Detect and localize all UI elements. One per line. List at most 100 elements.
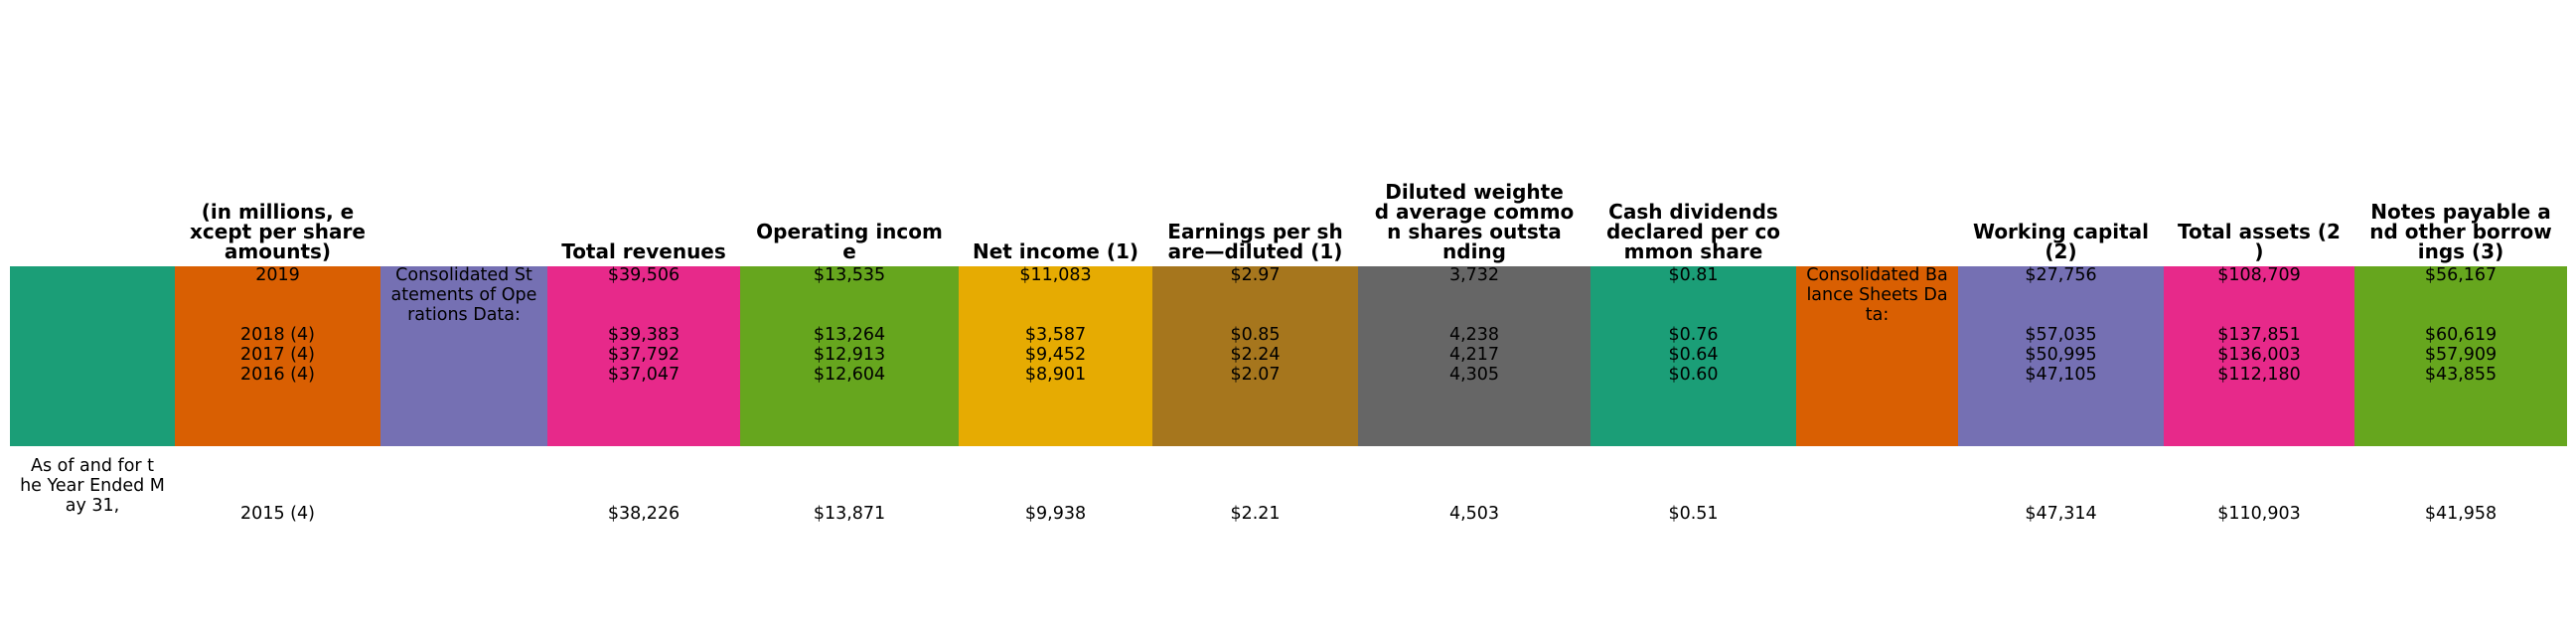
table-cell-4-1-1: $12,913 [814,345,885,365]
column-header-6-line-0: Earnings per sh [1167,220,1342,243]
table-cell-3-0-0: $39,506 [608,265,680,285]
column-cells [10,266,2567,446]
table-cell-12-0-0: $56,167 [2425,265,2497,285]
table-cell-6-1-1: $2.24 [1230,345,1280,365]
column-header-1-line-0: (in millions, e [202,200,354,224]
table-cell-9-0-0: Consolidated Ba [1806,265,1947,285]
table-cell-12-1-2: $43,855 [2425,365,2497,385]
column-header-7-line-1: d average commo [1375,200,1575,224]
table-cell-6-1-2: $2.07 [1230,365,1280,385]
column-header-11-line-1: ) [2254,239,2263,263]
table-cell-6-2-0: $2.21 [1230,504,1280,524]
table-cell-0-0-1: he Year Ended M [20,476,165,496]
table-cell-1-0-0: 2019 [255,265,300,285]
table-cell-2-0-2: rations Data: [407,305,521,325]
column-header-4-line-0: Operating incom [756,220,943,243]
table-cell-9-0-1: lance Sheets Da [1806,285,1947,305]
table-cell-3-1-2: $37,047 [608,365,680,385]
table-cell-3-1-1: $37,792 [608,345,680,365]
column-header-3-line-0: Total revenues [561,239,726,263]
table-cell-1-1-1: 2017 (4) [240,345,315,365]
column-header-12-line-0: Notes payable a [2370,200,2550,224]
column-cell-4 [740,266,959,446]
table-cell-5-1-0: $3,587 [1025,325,1086,345]
table-cell-2-0-0: Consolidated St [395,265,532,285]
column-cell-6 [1152,266,1358,446]
column-header-8-line-0: Cash dividends [1608,200,1778,224]
column-cell-9 [1796,266,1958,446]
table-cell-1-1-0: 2018 (4) [240,325,315,345]
column-cell-11 [2164,266,2354,446]
table-cell-10-2-0: $47,314 [2025,504,2096,524]
table-cell-6-1-0: $0.85 [1230,325,1280,345]
column-header-10-line-0: Working capital [1973,220,2149,243]
column-header-7-line-3: nding [1442,239,1506,263]
column-header-1-line-2: amounts) [225,239,331,263]
table-cell-3-1-0: $39,383 [608,325,680,345]
column-header-1-line-1: xcept per share [190,220,366,243]
column-cell-1 [175,266,380,446]
table-cell-10-0-0: $27,756 [2025,265,2096,285]
table-cell-0-0-2: ay 31, [66,496,119,516]
table-cell-10-1-0: $57,035 [2025,325,2096,345]
table-cell-4-1-0: $13,264 [814,325,885,345]
table-cell-7-1-2: 4,305 [1449,365,1499,385]
column-header-6-line-1: are—diluted (1) [1168,239,1343,263]
table-cell-5-1-1: $9,452 [1025,345,1086,365]
table-cell-8-2-0: $0.51 [1668,504,1718,524]
column-cell-2 [380,266,547,446]
column-cell-10 [1958,266,2164,446]
table-cell-7-1-0: 4,238 [1449,325,1499,345]
table-cell-1-2-0: 2015 (4) [240,504,315,524]
table-cell-1-1-2: 2016 (4) [240,365,315,385]
table-cell-11-2-0: $110,903 [2217,504,2301,524]
table-cell-11-1-2: $112,180 [2217,365,2301,385]
table-cell-12-1-0: $60,619 [2425,325,2497,345]
column-header-4-line-1: e [842,239,856,263]
table-cell-5-2-0: $9,938 [1025,504,1086,524]
table-cell-0-0-0: As of and for t [31,456,154,476]
column-cell-12 [2354,266,2567,446]
column-header-10-line-1: (2) [2045,239,2076,263]
table-cell-4-1-2: $12,604 [814,365,885,385]
table-cell-8-1-0: $0.76 [1668,325,1718,345]
table-cell-2-0-1: atements of Ope [391,285,537,305]
table-cell-5-0-0: $11,083 [1019,265,1091,285]
table-cell-11-1-1: $136,003 [2217,345,2301,365]
table-cell-10-1-1: $50,995 [2025,345,2096,365]
cell-texts: As of and for the Year Ended May 31, 2019… [20,265,2497,524]
column-header-8-line-1: declared per co [1606,220,1780,243]
table-cell-7-1-1: 4,217 [1449,345,1499,365]
table-cell-4-0-0: $13,535 [814,265,885,285]
table-cell-12-1-1: $57,909 [2425,345,2497,365]
column-cell-5 [959,266,1152,446]
table-cell-7-0-0: 3,732 [1449,265,1499,285]
column-cell-3 [547,266,740,446]
table-cell-9-0-2: ta: [1866,305,1889,325]
table-cell-8-0-0: $0.81 [1668,265,1718,285]
table-cell-6-0-0: $2.97 [1230,265,1280,285]
column-header-5-line-0: Net income (1) [973,239,1138,263]
table-cell-10-1-2: $47,105 [2025,365,2096,385]
table-cell-7-2-0: 4,503 [1449,504,1499,524]
column-header-8-line-2: mmon share [1624,239,1763,263]
column-header-12-line-2: ings (3) [2418,239,2503,263]
column-cell-7 [1358,266,1591,446]
column-header-12-line-1: nd other borrow [2369,220,2551,243]
table-cell-4-2-0: $13,871 [814,504,885,524]
table-cell-11-1-0: $137,851 [2217,325,2301,345]
column-header-7-line-2: n shares outsta [1387,220,1562,243]
column-header-7-line-0: Diluted weighte [1385,180,1564,204]
column-cell-0 [10,266,175,446]
table-cell-3-2-0: $38,226 [608,504,680,524]
column-header-11-line-0: Total assets (2 [2178,220,2341,243]
table-cell-5-1-2: $8,901 [1025,365,1086,385]
column-cell-8 [1591,266,1796,446]
table-cell-8-1-1: $0.64 [1668,345,1718,365]
table-cell-12-2-0: $41,958 [2425,504,2497,524]
table-cell-11-0-0: $108,709 [2217,265,2301,285]
table-cell-8-1-2: $0.60 [1668,365,1718,385]
